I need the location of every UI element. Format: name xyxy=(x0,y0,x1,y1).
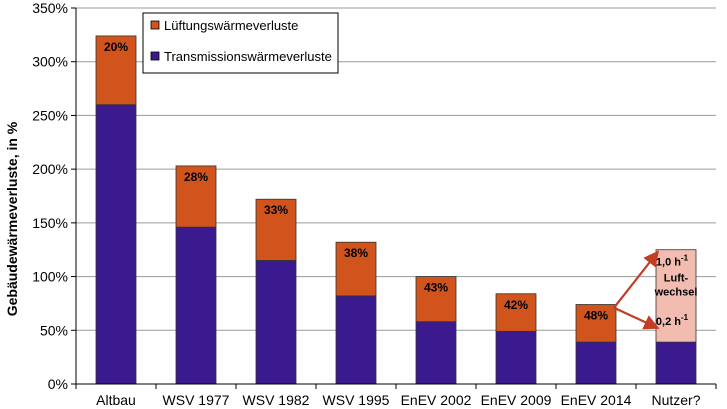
y-tick-label: 150% xyxy=(32,215,68,231)
y-axis-label: Gebäudewärmeverluste, in % xyxy=(4,121,20,316)
legend-box xyxy=(142,12,339,74)
x-tick-label: WSV 1977 xyxy=(163,392,230,408)
bar-ventilation xyxy=(575,304,617,343)
x-tick-label: Altbau xyxy=(96,392,136,408)
annotation-rate-label: 0,2 h-1 xyxy=(656,313,689,328)
bar-ventilation xyxy=(255,198,297,261)
bar-ventilation xyxy=(655,249,697,343)
y-tick-label: 0% xyxy=(48,376,68,392)
share-label: 42% xyxy=(504,298,528,312)
x-axis-labels: Altbau WSV 1977 WSV 1982 WSV 1995 EnEV 2002 E… xyxy=(96,392,701,408)
x-tick-label: EnEV 2009 xyxy=(481,392,552,408)
share-label: 38% xyxy=(344,246,368,260)
share-labels: 20% 28% 33% 38% 43% 42% 48% xyxy=(104,40,608,323)
bar-transmission xyxy=(255,260,297,385)
bar-ventilation xyxy=(495,293,537,332)
bar-ventilation xyxy=(175,165,217,228)
y-tick-label: 100% xyxy=(32,269,68,285)
share-label: 33% xyxy=(264,203,288,217)
bars xyxy=(95,35,697,385)
bar-transmission xyxy=(415,321,457,385)
y-tick-label: 300% xyxy=(32,54,68,70)
rate-value: 1,0 h xyxy=(656,257,681,269)
bar-ventilation xyxy=(95,35,137,106)
bar-transmission xyxy=(175,226,217,385)
y-tick-label: 50% xyxy=(40,322,68,338)
x-tick-label: Nutzer? xyxy=(651,392,700,408)
y-axis-ticks: 0% 50% 100% 150% 200% 250% 300% 350% xyxy=(32,0,76,392)
arrow-lower xyxy=(613,306,660,330)
legend-label: Lüftungswärmeverluste xyxy=(164,18,298,33)
share-label: 28% xyxy=(184,170,208,184)
legend-swatch xyxy=(150,20,160,30)
bar-transmission xyxy=(655,341,697,385)
rate-unit-exponent: -1 xyxy=(681,313,689,322)
y-tick-label: 350% xyxy=(32,0,68,16)
x-tick-label: WSV 1995 xyxy=(323,392,390,408)
annotation-rate-label: 1,0 h-1 xyxy=(656,254,689,269)
legend-swatch xyxy=(150,51,160,61)
bar-ventilation xyxy=(415,276,457,323)
bar-transmission xyxy=(575,341,617,385)
legend-label: Transmissionswärmeverluste xyxy=(164,49,332,64)
bar-transmission xyxy=(335,295,377,385)
share-label: 48% xyxy=(584,309,608,323)
rate-value: 0,2 h xyxy=(656,316,681,328)
legend: Lüftungswärmeverluste Transmissionswärmev… xyxy=(142,12,339,74)
share-label: 20% xyxy=(104,40,128,54)
bar-transmission xyxy=(95,104,137,385)
rate-unit-exponent: -1 xyxy=(681,254,689,263)
y-tick-label: 250% xyxy=(32,107,68,123)
x-tick-label: WSV 1982 xyxy=(243,392,310,408)
axes xyxy=(75,8,717,389)
annotation-middle-text: wechsel xyxy=(654,287,698,299)
annotation-middle-text: Luft- xyxy=(664,273,689,285)
bar-transmission xyxy=(495,330,537,385)
x-tick-label: EnEV 2014 xyxy=(561,392,632,408)
arrow-upper xyxy=(613,250,659,309)
bar-ventilation xyxy=(335,241,377,297)
share-label: 43% xyxy=(424,281,448,295)
y-tick-label: 200% xyxy=(32,161,68,177)
x-tick-label: EnEV 2002 xyxy=(401,392,472,408)
